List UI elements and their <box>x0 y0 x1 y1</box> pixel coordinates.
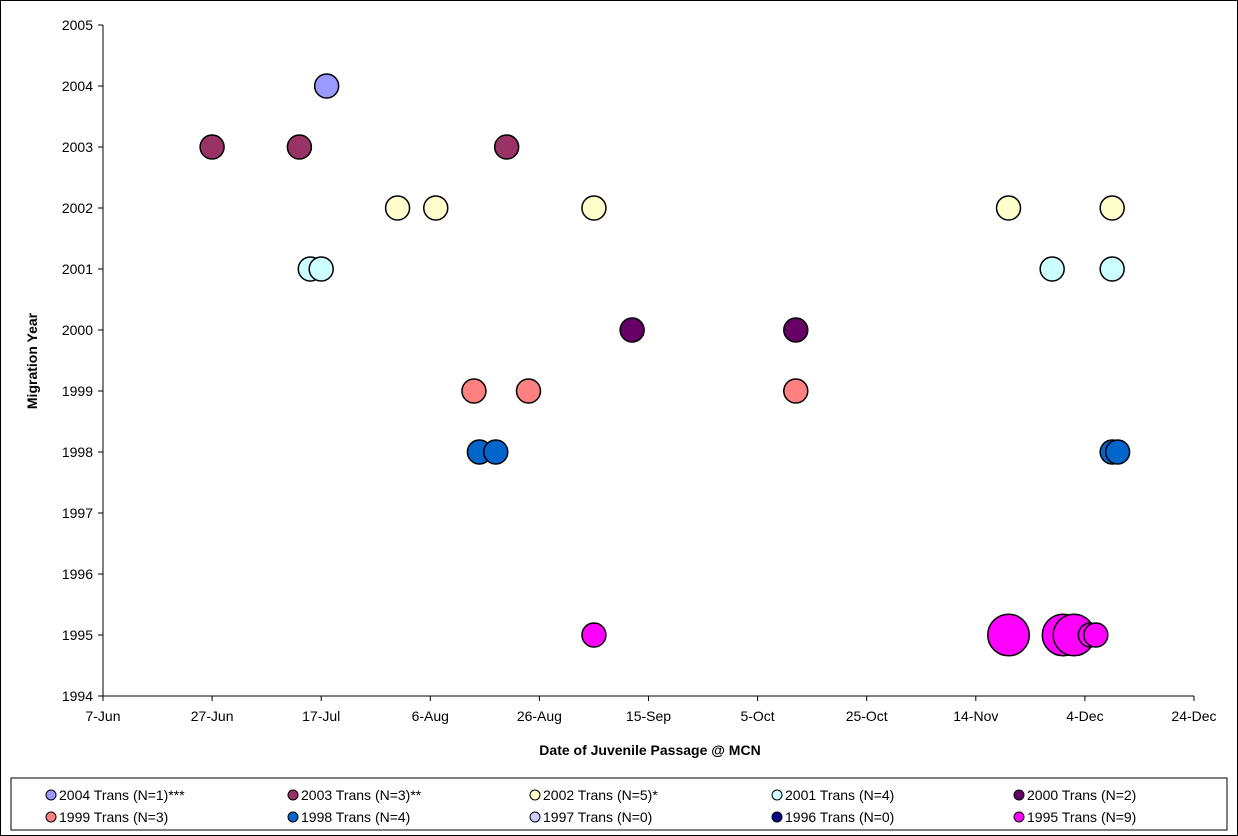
data-point <box>308 256 334 282</box>
data-point <box>783 317 809 343</box>
x-tick-label: 6-Aug <box>412 708 449 724</box>
y-tick-label: 1994 <box>62 688 93 704</box>
data-point <box>619 317 645 343</box>
data-point <box>1039 256 1065 282</box>
data-point <box>783 378 809 404</box>
x-tick-label: 25-Oct <box>846 708 888 724</box>
data-point <box>483 439 509 465</box>
legend-marker <box>1013 789 1025 801</box>
data-point <box>581 195 607 221</box>
data-point <box>995 195 1022 221</box>
data-point <box>286 134 313 160</box>
legend-label: 2003 Trans (N=3)** <box>301 787 422 803</box>
x-tick-label: 26-Aug <box>517 708 562 724</box>
x-axis-title: Date of Juvenile Passage @ MCN <box>539 742 760 758</box>
y-tick-label: 1995 <box>62 627 93 643</box>
legend-label: 1997 Trans (N=0) <box>543 809 652 825</box>
legend-box <box>10 777 1228 831</box>
y-tick-label: 2001 <box>62 261 93 277</box>
y-tick-label: 2000 <box>62 322 93 338</box>
x-tick-label: 5-Oct <box>740 708 774 724</box>
y-axis-title: Migration Year <box>24 312 40 409</box>
data-point <box>384 195 411 221</box>
legend-marker <box>529 789 541 801</box>
legend-marker <box>1013 811 1025 823</box>
legend-marker <box>771 811 783 823</box>
legend: 2004 Trans (N=1)*** 2003 Trans (N=3)** 200… <box>10 777 1228 831</box>
legend-label: 1998 Trans (N=4) <box>301 809 410 825</box>
data-point <box>581 622 607 648</box>
data-point <box>1083 622 1109 648</box>
data-point <box>423 195 449 221</box>
y-tick-label: 1998 <box>62 444 93 460</box>
x-tick-label: 7-Jun <box>85 708 120 724</box>
data-point <box>199 134 225 160</box>
legend-label: 2004 Trans (N=1)*** <box>59 787 185 803</box>
legend-label: 1996 Trans (N=0) <box>785 809 894 825</box>
legend-label: 2002 Trans (N=5)* <box>543 787 658 803</box>
data-point <box>313 73 340 99</box>
x-tick-label: 14-Nov <box>953 708 998 724</box>
legend-marker <box>45 789 57 801</box>
legend-label: 1995 Trans (N=9) <box>1027 809 1136 825</box>
legend-marker <box>771 789 783 801</box>
data-points <box>199 73 1131 657</box>
data-point <box>515 378 542 404</box>
x-tick-label: 24-Dec <box>1171 708 1216 724</box>
x-tick-label: 17-Jul <box>302 708 340 724</box>
y-tick-label: 1996 <box>62 566 93 582</box>
legend-marker <box>287 789 299 801</box>
y-tick-label: 2002 <box>62 200 93 216</box>
data-point <box>1099 256 1125 282</box>
data-point <box>1099 195 1125 221</box>
y-tick-label: 2004 <box>62 78 93 94</box>
data-point <box>493 134 520 160</box>
y-tick-label: 1999 <box>62 383 93 399</box>
data-point <box>461 378 487 404</box>
legend-label: 2000 Trans (N=2) <box>1027 787 1136 803</box>
data-point <box>986 613 1031 657</box>
y-tick-label: 2003 <box>62 139 93 155</box>
x-tick-label: 4-Dec <box>1066 708 1103 724</box>
legend-marker <box>45 811 57 823</box>
data-point <box>1104 439 1131 465</box>
legend-label: 2001 Trans (N=4) <box>785 787 894 803</box>
y-tick-label: 1997 <box>62 505 93 521</box>
legend-label: 1999 Trans (N=3) <box>59 809 168 825</box>
legend-marker <box>287 811 299 823</box>
x-tick-label: 27-Jun <box>191 708 234 724</box>
legend-marker <box>529 811 541 823</box>
axes: 1994 1995 1996 1997 1998 1999 2000 2001 2002 2003… <box>62 17 1217 724</box>
x-tick-label: 15-Sep <box>626 708 671 724</box>
y-tick-label: 2005 <box>62 17 93 33</box>
